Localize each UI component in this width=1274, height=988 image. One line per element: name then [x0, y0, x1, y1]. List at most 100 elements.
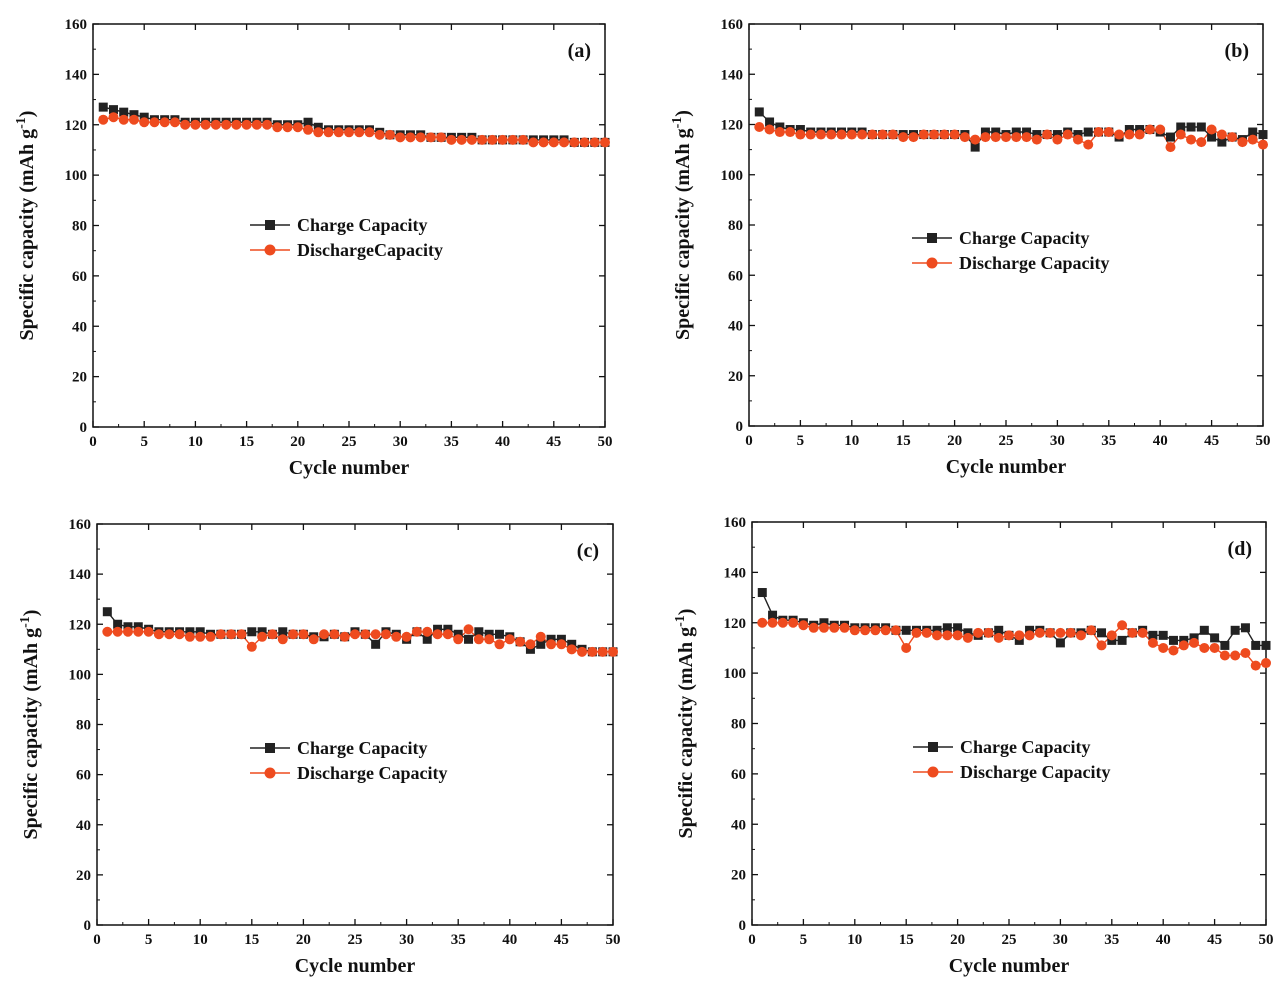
discharge-point: [303, 124, 314, 135]
discharge-point: [1134, 129, 1145, 140]
discharge-point: [1227, 132, 1238, 143]
discharge-point: [1178, 640, 1189, 651]
discharge-point: [1261, 658, 1271, 669]
discharge-point: [143, 626, 154, 637]
discharge-point: [149, 117, 160, 128]
charge-point: [768, 610, 778, 620]
charge-point: [942, 623, 952, 633]
x-tick-label: 10: [188, 434, 203, 450]
discharge-point: [826, 129, 837, 140]
charge-point: [1251, 640, 1261, 650]
discharge-point: [918, 129, 929, 140]
charge-point: [1055, 638, 1065, 648]
discharge-point: [836, 129, 847, 140]
y-axis-title: Specific capacity (mAh g-1): [670, 110, 694, 340]
discharge-point: [436, 132, 447, 143]
discharge-point: [518, 134, 529, 145]
discharge-point: [374, 129, 385, 140]
discharge-point: [860, 625, 871, 636]
charge-point: [1135, 125, 1145, 135]
legend-marker-charge: [265, 220, 275, 230]
plot-frame: [751, 521, 1267, 926]
y-tick-label: 20: [72, 370, 87, 386]
discharge-point: [908, 132, 919, 143]
x-tick-label: 45: [546, 434, 561, 450]
discharge-point: [942, 630, 953, 641]
charge-point: [567, 639, 577, 649]
discharge-point: [577, 646, 588, 657]
discharge-point: [1155, 124, 1166, 135]
discharge-point: [1065, 627, 1076, 638]
discharge-point: [226, 629, 237, 640]
discharge-point: [589, 137, 600, 148]
legend-label-charge: Charge Capacity: [959, 228, 1089, 248]
discharge-point: [277, 634, 288, 645]
charge-point: [963, 628, 973, 638]
y-tick-label: 60: [728, 268, 743, 284]
y-tick-label: 160: [721, 17, 744, 33]
legend-marker-discharge: [926, 257, 938, 269]
discharge-point: [548, 137, 559, 148]
x-tick-label: 25: [999, 433, 1014, 449]
discharge-point: [360, 629, 371, 640]
y-tick-label: 160: [69, 517, 92, 533]
y-tick-label: 120: [69, 617, 92, 633]
x-tick-label: 5: [800, 932, 808, 948]
discharge-point: [867, 129, 878, 140]
chart-panel-d: 0 5 10 15 20 25 30 35 40 45 50 0 20 40 60 80 100 120 140 16…: [673, 515, 1274, 977]
discharge-point: [1031, 134, 1042, 145]
discharge-point: [559, 137, 570, 148]
y-tick-label: 80: [76, 718, 91, 734]
discharge-point: [1230, 650, 1241, 661]
panel-label-a: (a): [568, 40, 591, 62]
charge-point: [474, 627, 484, 637]
discharge-point: [241, 119, 252, 130]
discharge-point: [805, 129, 816, 140]
discharge-point: [959, 132, 970, 143]
discharge-point: [962, 632, 973, 643]
discharge-point: [251, 119, 262, 130]
chart-panel-b: 0 5 10 15 20 25 30 35 40 45 50 0 20 40 60 80 100 120 140 16…: [670, 17, 1271, 478]
charge-point: [443, 624, 453, 634]
y-tick-label: 20: [76, 868, 91, 884]
charge-point: [1097, 628, 1107, 638]
discharge-point: [1196, 137, 1207, 148]
discharge-point: [159, 117, 170, 128]
discharge-point: [257, 631, 268, 642]
discharge-point: [308, 634, 319, 645]
discharge-point: [983, 627, 994, 638]
charge-point: [247, 627, 257, 637]
charge-point: [1186, 122, 1196, 132]
charge-point: [313, 122, 323, 132]
x-tick-label: 35: [1104, 932, 1119, 948]
discharge-point: [236, 629, 247, 640]
discharge-point: [1124, 129, 1135, 140]
charge-point: [1199, 625, 1209, 635]
legend-label-discharge: DischargeCapacity: [297, 240, 443, 260]
discharge-point: [313, 127, 324, 138]
charge-point: [994, 625, 1004, 635]
charge-point: [433, 624, 443, 634]
discharge-point: [118, 114, 129, 125]
discharge-point: [128, 114, 139, 125]
discharge-point: [1045, 627, 1056, 638]
y-tick-label: 100: [65, 168, 88, 184]
y-tick-label: 60: [72, 269, 87, 285]
chart-panel-a: 0 5 10 15 20 25 30 35 40 45 50 0 20 40 60 80 100 120 140 16…: [14, 17, 613, 479]
discharge-point: [754, 122, 765, 133]
x-tick-label: 20: [290, 434, 305, 450]
discharge-point: [870, 625, 881, 636]
discharge-point: [102, 626, 113, 637]
discharge-point: [200, 119, 211, 130]
discharge-point: [973, 627, 984, 638]
charge-point: [1217, 137, 1227, 147]
x-tick-label: 50: [606, 932, 621, 948]
discharge-point: [1165, 142, 1176, 153]
x-tick-label: 30: [399, 932, 414, 948]
discharge-point: [538, 137, 549, 148]
discharge-point: [1206, 124, 1217, 135]
discharge-point: [180, 119, 191, 130]
discharge-point: [174, 629, 185, 640]
x-tick-label: 50: [1259, 932, 1274, 948]
charge-point: [257, 627, 267, 637]
